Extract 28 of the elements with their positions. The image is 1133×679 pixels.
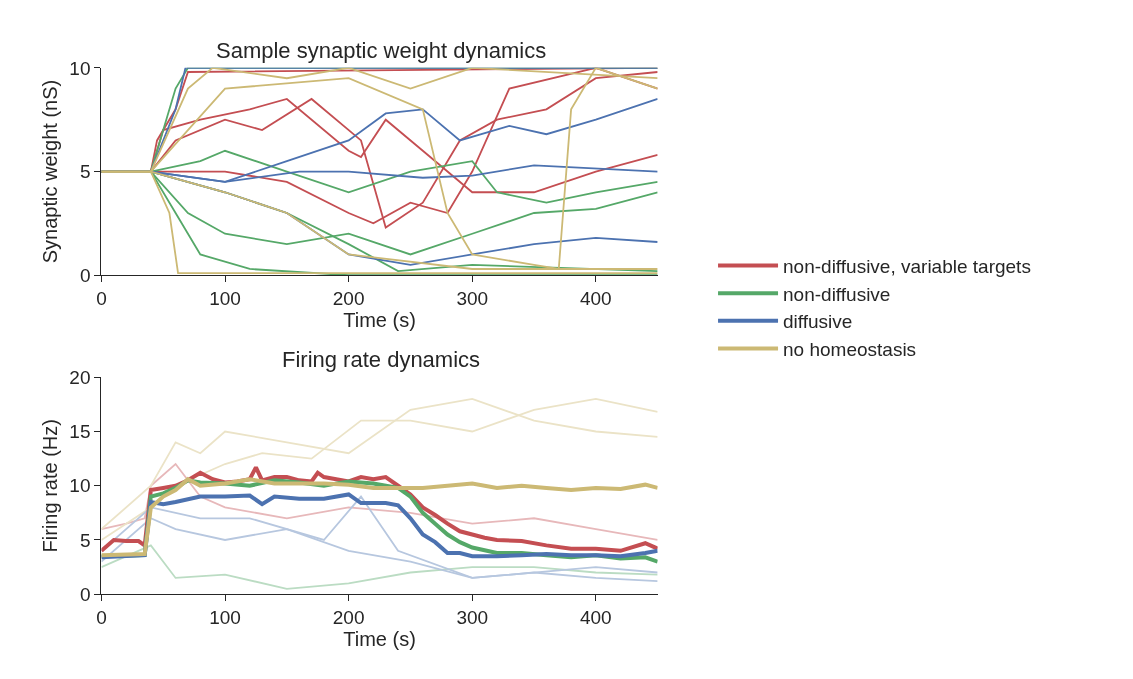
y-tick-label: 15 <box>69 421 91 443</box>
y-axis-title: Synaptic weight (nS) <box>38 79 61 264</box>
chart-title: Sample synaptic weight dynamics <box>216 38 547 63</box>
x-tick-label: 200 <box>332 607 365 629</box>
y-tick-label: 0 <box>79 583 91 605</box>
y-tick-label: 5 <box>79 529 91 551</box>
chart-title: Firing rate dynamics <box>282 347 481 372</box>
y-tick-label: 5 <box>79 161 91 183</box>
legend-label: non-diffusive <box>783 283 891 305</box>
x-tick-label: 100 <box>209 288 241 310</box>
y-tick-label: 20 <box>69 366 91 388</box>
x-axis-title: Time (s) <box>343 309 416 332</box>
x-tick-label: 300 <box>456 607 489 629</box>
legend-label: diffusive <box>783 311 853 333</box>
x-tick-label: 0 <box>96 288 107 310</box>
x-tick-label: 400 <box>579 607 612 629</box>
legend-label: non-diffusive, variable targets <box>783 255 1031 277</box>
x-tick-label: 300 <box>456 288 489 310</box>
x-tick-label: 0 <box>96 607 107 629</box>
x-tick-label: 100 <box>209 607 241 629</box>
y-tick-label: 10 <box>69 57 91 79</box>
y-tick-label: 0 <box>79 264 91 286</box>
legend-label: no homeostasis <box>783 338 917 360</box>
x-tick-label: 400 <box>579 288 612 310</box>
y-axis-title: Firing rate (Hz) <box>38 419 61 553</box>
x-tick-label: 200 <box>332 288 365 310</box>
x-axis-title: Time (s) <box>343 628 416 651</box>
y-tick-label: 10 <box>69 475 91 497</box>
